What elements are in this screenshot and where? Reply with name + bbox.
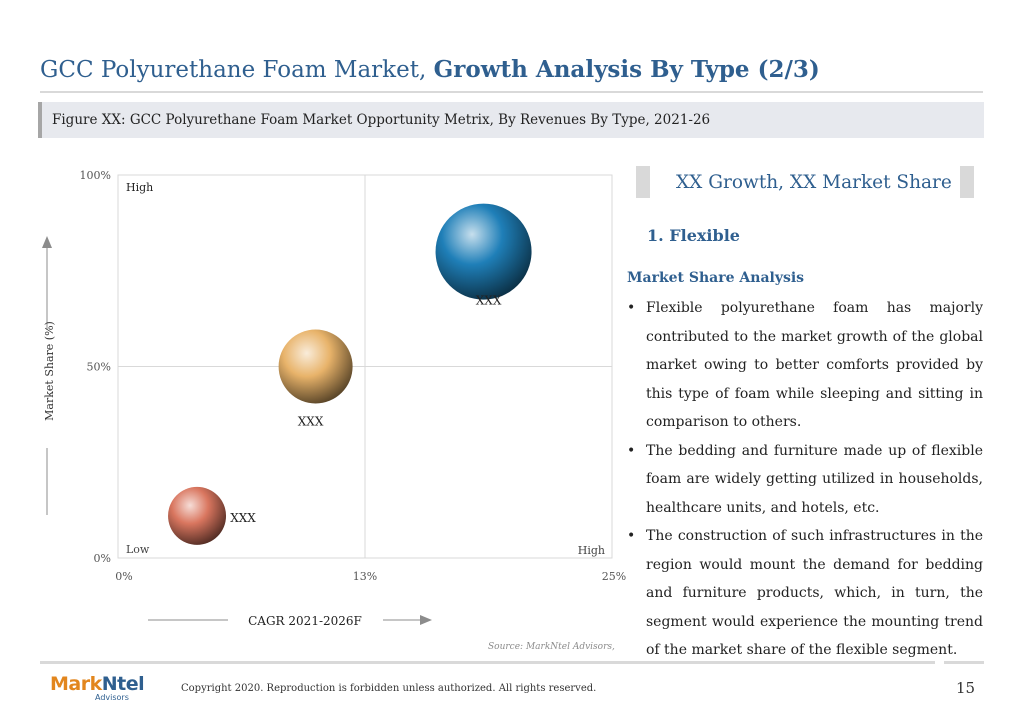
arrow-right-icon [420,615,432,625]
bullet-dot-icon: • [627,442,636,459]
markntel-logo: MarkNtel Advisors [50,673,145,703]
quadrant-label-high-top: High [126,181,153,194]
bubble-point [278,329,353,404]
opportunity-matrix-chart: 0% 50% 100% 0% 13% 25% High Low High Market Share… [42,169,626,628]
y-tick-label: 0% [94,552,111,565]
bullet-dot-icon: • [627,300,636,316]
figure-caption-bar: Figure XX: GCC Polyurethane Foam Market … [38,102,984,138]
analysis-title: Market Share Analysis [627,270,805,286]
logo-mark-text: Mark [50,673,102,695]
title-divider [40,91,983,93]
bullet-text: Flexible polyurethane foam has majorly c… [646,300,983,430]
footer-divider [40,661,935,664]
bubble-label: XXX [230,511,256,525]
header-accent-left [636,166,650,198]
logo-sub-text: Advisors [95,693,129,702]
segment-header-text: XX Growth, XX Market Share [676,172,952,193]
bullet-item: • The bedding and furniture made up of fl… [627,437,983,523]
x-tick-label: 13% [353,570,377,583]
footer-divider-short [944,661,984,664]
chart-svg: 0% 50% 100% 0% 13% 25% High Low High Market Share… [42,169,626,628]
quadrant-label-low: Low [126,543,150,556]
figure-caption: Figure XX: GCC Polyurethane Foam Market … [52,112,711,128]
copyright-notice: Copyright 2020. Reproduction is forbidde… [181,683,597,694]
bubble-label: XXX [476,294,502,308]
x-tick-label: 0% [115,570,132,583]
arrow-up-icon [42,236,52,248]
page-number: 15 [956,679,976,697]
chart-source: Source: MarkNtel Advisors, [488,642,615,652]
y-tick-label: 50% [87,361,111,374]
x-tick-label: 25% [602,570,626,583]
y-tick-label: 100% [80,169,111,182]
bubble-point [168,486,227,545]
bullet-item: • The construction of such infrastructure… [627,522,983,665]
page-title-regular: GCC Polyurethane Foam Market, [40,57,427,83]
bullet-text: The bedding and furniture made up of fle… [646,442,983,516]
bubble-point [435,203,532,300]
bubble-label: XXX [298,415,324,429]
page-title: GCC Polyurethane Foam Market, Growth Ana… [40,56,820,83]
bullet-dot-icon: • [627,528,636,544]
bullet-item: • Flexible polyurethane foam has majorly … [627,294,983,437]
segment-title: 1. Flexible [647,226,740,245]
y-axis-title: Market Share (%) [43,321,56,421]
segment-header: XX Growth, XX Market Share [636,166,974,198]
bullet-text: The construction of such infrastructures… [646,528,983,658]
header-accent-right [960,166,974,198]
page-title-bold: Growth Analysis By Type (2/3) [433,56,820,83]
x-axis-title: CAGR 2021-2026F [248,614,362,628]
quadrant-label-high-right: High [578,544,605,557]
analysis-bullets: • Flexible polyurethane foam has majorly … [627,294,983,665]
logo-ntel-text: Ntel [101,673,145,695]
